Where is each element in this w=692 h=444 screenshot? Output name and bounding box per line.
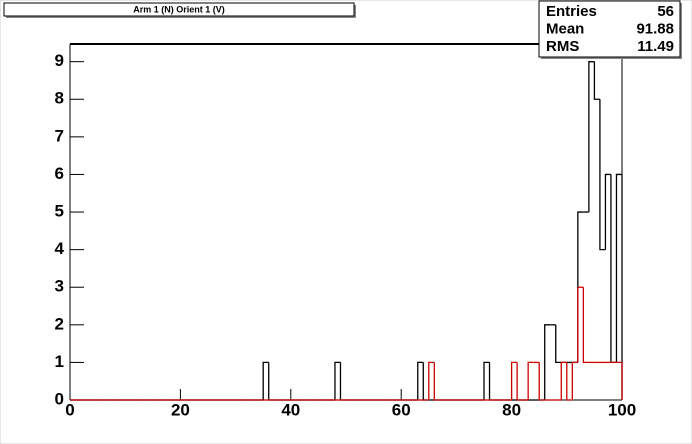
x-tick-label: 40: [281, 400, 300, 419]
histogram-bin: [566, 362, 573, 401]
histogram-bin: [516, 362, 523, 401]
y-tick-label: 7: [55, 126, 64, 145]
x-tick-label: 0: [65, 400, 74, 419]
histogram-bin: [262, 361, 269, 400]
y-tick-label: 8: [55, 89, 64, 108]
histogram-bin: [538, 362, 545, 401]
histogram-bin: [510, 361, 518, 400]
stat-value: 11.49: [637, 38, 674, 55]
histogram-bin: [571, 361, 578, 400]
histogram-bin: [604, 173, 611, 250]
histogram-bin: [483, 361, 490, 400]
histogram-bin: [527, 361, 534, 400]
stat-label: Entries: [546, 3, 597, 20]
chart-title: Arm 1 (N) Orient 1 (V): [133, 4, 225, 14]
y-tick-label: 3: [55, 277, 64, 296]
histogram-bin: [428, 361, 435, 400]
stat-label: Mean: [546, 20, 584, 37]
histogram-bin: [544, 324, 551, 400]
histogram-bin: [560, 361, 567, 400]
histogram-bin: [599, 99, 606, 251]
histogram-bin: [433, 362, 440, 401]
histogram-bin: [588, 61, 595, 213]
histogram-bin: [615, 173, 623, 400]
y-tick-label: 0: [55, 389, 64, 408]
y-tick-label: 6: [55, 164, 64, 183]
x-tick-label: 20: [171, 400, 190, 419]
x-tick-label: 100: [608, 400, 636, 419]
stat-label: RMS: [546, 38, 579, 55]
histogram-bin: [334, 361, 341, 400]
histogram-bin: [582, 287, 589, 364]
y-tick-label: 4: [55, 239, 65, 258]
histogram-bin: [555, 324, 562, 364]
x-tick-label: 60: [392, 400, 411, 419]
stat-value: 91.88: [636, 20, 674, 37]
histogram-bin: [577, 286, 584, 363]
histogram-bin: [593, 61, 600, 100]
stat-value: 56: [657, 3, 674, 20]
title-box: [3, 2, 355, 17]
y-tick-label: 5: [55, 202, 64, 221]
y-tick-label: 1: [55, 352, 64, 371]
y-tick-label: 9: [55, 51, 64, 70]
histogram-bin: [417, 361, 424, 400]
stats-box: [538, 0, 681, 58]
y-tick-label: 2: [55, 314, 64, 333]
histogram-bin: [616, 361, 623, 400]
x-tick-label: 80: [502, 400, 521, 419]
